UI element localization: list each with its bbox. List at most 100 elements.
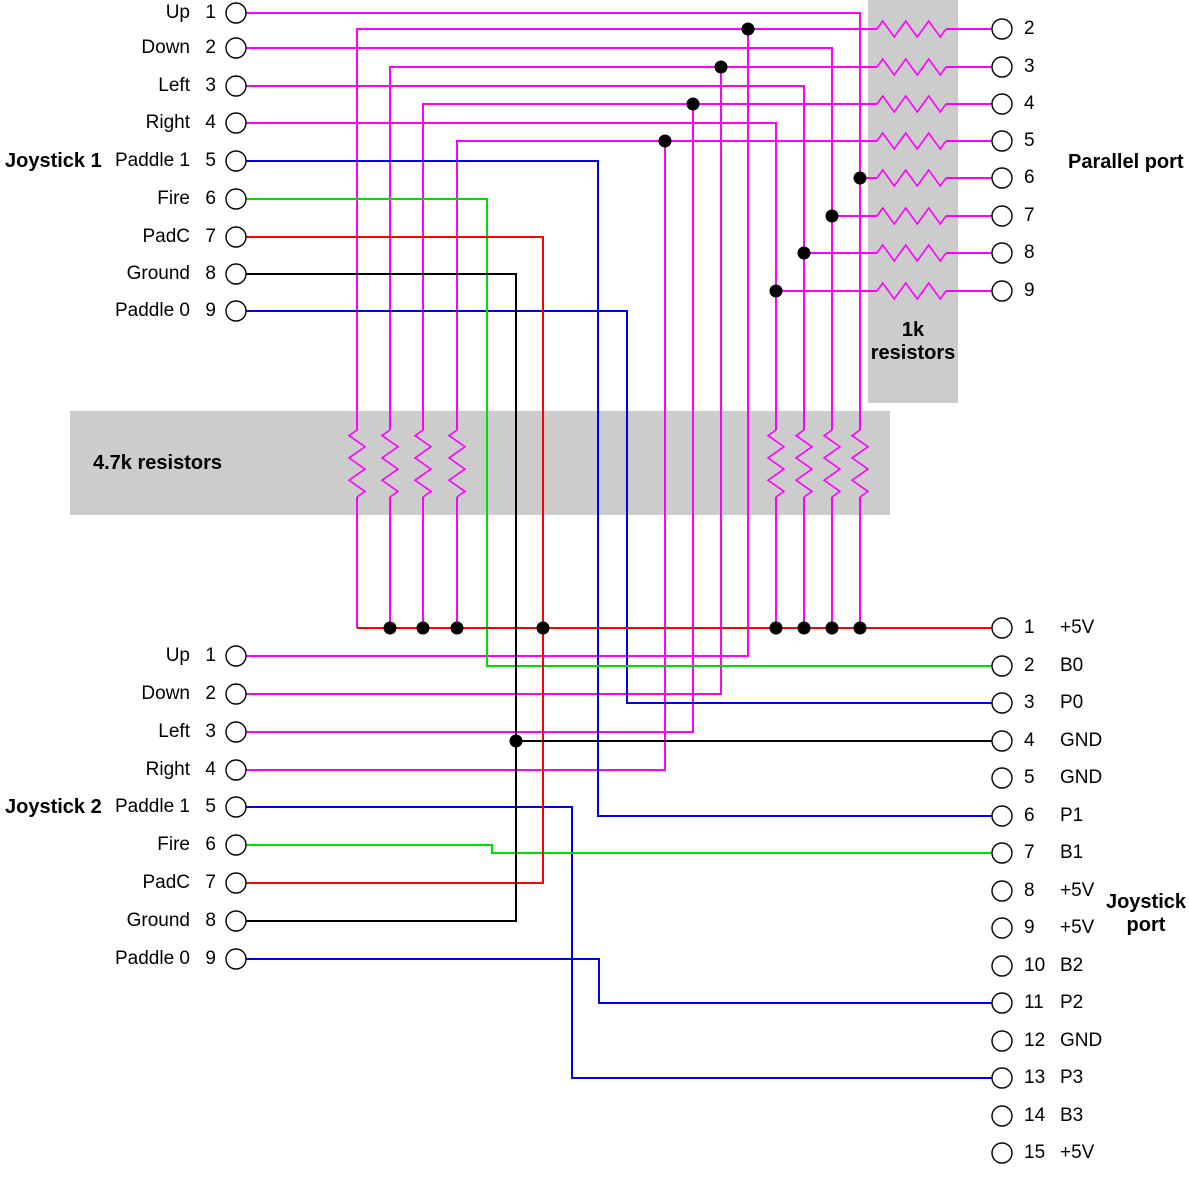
junction-dot-6 xyxy=(825,209,839,223)
parallel-port-label: Parallel port xyxy=(1068,151,1184,173)
joystick-port-pin-3-circle xyxy=(991,692,1013,714)
joystick-port-pin-number-15: 15 xyxy=(1024,1142,1046,1163)
bank-1k-label-line2: resistors xyxy=(870,342,956,364)
joystick-port-pin-8-circle xyxy=(991,880,1013,902)
joystick2-pin-8-circle xyxy=(225,910,247,932)
joystick2-pin-name-paddle-0: Paddle 0 xyxy=(114,948,190,969)
joystick1-pin-number-1: 1 xyxy=(205,2,216,23)
joystick-port-pin-name-1-5v: +5V xyxy=(1060,617,1095,638)
resistor-1k-8 xyxy=(876,281,947,301)
joystick2-pin-1-circle xyxy=(225,645,247,667)
junction-dot-5 xyxy=(853,171,867,185)
joystick-port-pin-number-13: 13 xyxy=(1024,1067,1046,1088)
joystick1-pin-3-circle xyxy=(225,75,247,97)
joystick1-pin-9-circle xyxy=(225,300,247,322)
joystick-port-pin-name-4-gnd: GND xyxy=(1060,730,1103,751)
junction-dot-1 xyxy=(741,22,755,36)
resistor-1k-7 xyxy=(876,243,947,263)
joystick2-pin-7-circle xyxy=(225,872,247,894)
joystick2-pin-number-6: 6 xyxy=(205,834,216,855)
wire-row5-pullup-top xyxy=(456,140,877,430)
resistor-4k7-6 xyxy=(794,429,814,498)
wire-j2-fire-to-b1 xyxy=(246,844,992,854)
junction-dot-14 xyxy=(797,621,811,635)
joystick2-label: Joystick 2 xyxy=(5,796,102,818)
joystick2-pin-number-3: 3 xyxy=(205,721,216,742)
parallel-port-pin-2-circle xyxy=(991,18,1013,40)
parallel-port-pin-4-circle xyxy=(991,93,1013,115)
joystick1-pin-number-3: 3 xyxy=(205,75,216,96)
joystick1-pin-2-circle xyxy=(225,37,247,59)
parallel-port-pin-number-6: 6 xyxy=(1024,167,1035,188)
joystick2-pin-number-9: 9 xyxy=(205,948,216,969)
wire-j1-fire-to-b0 xyxy=(246,198,992,667)
joystick2-pin-name-right: Right xyxy=(145,759,190,780)
joystick-port-pin-number-2: 2 xyxy=(1024,655,1035,676)
joystick1-pin-name-paddle-1: Paddle 1 xyxy=(114,150,190,171)
band-1k-resistors xyxy=(868,0,958,403)
parallel-port-pin-number-2: 2 xyxy=(1024,18,1035,39)
joystick1-label: Joystick 1 xyxy=(5,150,102,172)
wire-j2-up-to-row2 xyxy=(246,29,749,657)
joystick-port-pin-5-circle xyxy=(991,767,1013,789)
joystick-port-pin-13-circle xyxy=(991,1067,1013,1089)
joystick2-pin-4-circle xyxy=(225,759,247,781)
joystick-port-pin-number-5: 5 xyxy=(1024,767,1035,788)
parallel-port-pin-6-circle xyxy=(991,167,1013,189)
joystick2-pin-number-8: 8 xyxy=(205,910,216,931)
junction-dot-10 xyxy=(416,621,430,635)
wire-padc-net xyxy=(246,236,544,884)
joystick2-pin-name-down: Down xyxy=(141,683,190,704)
wire-j2-down-to-row3 xyxy=(246,67,722,695)
joystick-port-pin-number-14: 14 xyxy=(1024,1105,1046,1126)
wire-j2-right-to-row5 xyxy=(246,141,666,771)
joystick-port-pin-name-15-5v: +5V xyxy=(1060,1142,1095,1163)
wire-j2-left-to-row4 xyxy=(246,104,694,733)
junction-dot-16 xyxy=(853,621,867,635)
parallel-port-pin-number-5: 5 xyxy=(1024,130,1035,151)
joystick-port-pin-number-8: 8 xyxy=(1024,880,1035,901)
joystick1-pin-6-circle xyxy=(225,188,247,210)
joystick-port-label: Joystick port xyxy=(1104,891,1188,937)
resistor-4k7-3 xyxy=(413,429,433,498)
joystick2-pin-5-circle xyxy=(225,796,247,818)
joystick-port-pin-name-2-b0: B0 xyxy=(1060,655,1084,676)
wire-j2-paddle1-to-p3 xyxy=(246,806,992,1079)
joystick2-pin-name-paddle-1: Paddle 1 xyxy=(114,796,190,817)
joystick2-pin-3-circle xyxy=(225,721,247,743)
parallel-port-pin-number-8: 8 xyxy=(1024,242,1035,263)
junction-dot-11 xyxy=(450,621,464,635)
wire-ground-net xyxy=(246,273,517,922)
joystick1-pin-name-left: Left xyxy=(158,75,190,96)
parallel-port-pin-number-4: 4 xyxy=(1024,93,1035,114)
junction-dot-13 xyxy=(769,621,783,635)
joystick-port-pin-name-12-gnd: GND xyxy=(1060,1030,1103,1051)
joystick-port-pin-name-5-gnd: GND xyxy=(1060,767,1103,788)
joystick-port-pin-7-circle xyxy=(991,842,1013,864)
junction-dot-4 xyxy=(658,134,672,148)
resistor-1k-6 xyxy=(876,206,947,226)
joystick-port-pin-12-circle xyxy=(991,1030,1013,1052)
joystick2-pin-2-circle xyxy=(225,683,247,705)
joystick-port-pin-6-circle xyxy=(991,805,1013,827)
resistor-4k7-1 xyxy=(347,429,367,498)
joystick1-pin-name-down: Down xyxy=(141,37,190,58)
joystick2-pin-number-1: 1 xyxy=(205,645,216,666)
junction-dot-2 xyxy=(714,60,728,74)
joystick-port-pin-number-3: 3 xyxy=(1024,692,1035,713)
joystick1-pin-name-ground: Ground xyxy=(126,263,190,284)
joystick1-pin-7-circle xyxy=(225,226,247,248)
joystick-port-pin-14-circle xyxy=(991,1105,1013,1127)
junction-dot-9 xyxy=(383,621,397,635)
band-4k7-resistors xyxy=(70,411,890,515)
joystick1-pin-number-2: 2 xyxy=(205,37,216,58)
joystick1-pin-number-8: 8 xyxy=(205,263,216,284)
joystick-port-pin-11-circle xyxy=(991,992,1013,1014)
joystick-port-pin-name-14-b3: B3 xyxy=(1060,1105,1084,1126)
parallel-port-pin-number-9: 9 xyxy=(1024,280,1035,301)
junction-dot-3 xyxy=(686,97,700,111)
joystick-port-pin-name-7-b1: B1 xyxy=(1060,842,1084,863)
joystick-port-pin-number-7: 7 xyxy=(1024,842,1035,863)
joystick-port-pin-name-9-5v: +5V xyxy=(1060,917,1095,938)
